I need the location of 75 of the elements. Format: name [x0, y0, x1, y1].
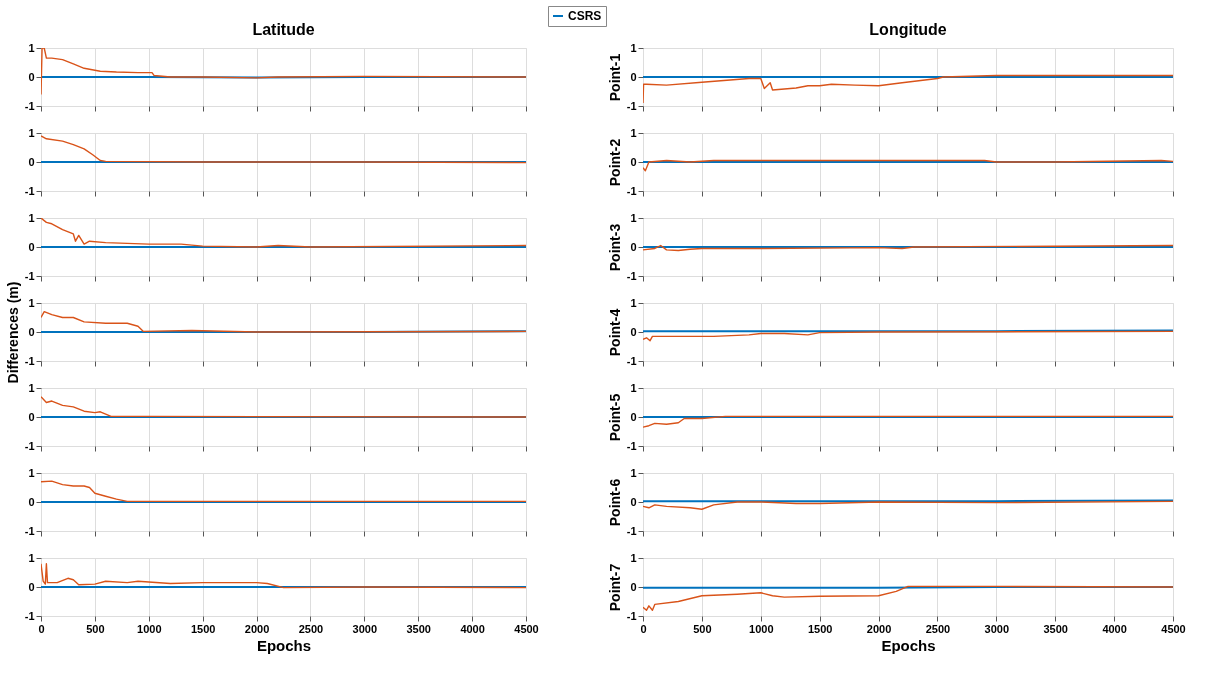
y-tick-label: -1 [626, 99, 637, 112]
y-tick-label: 1 [28, 41, 35, 54]
y-tick-label: -1 [24, 524, 35, 537]
x-tick-label: 2000 [866, 622, 892, 635]
y-tick-label: 0 [630, 325, 637, 338]
y-tick-label: 0 [630, 410, 637, 423]
y-axis-title: Point-2 [606, 138, 623, 187]
x-tick-label: 1000 [749, 622, 774, 635]
x-tick-label: 4500 [514, 622, 539, 635]
y-tick-label: 0 [28, 155, 35, 168]
y-tick-label: 1 [630, 551, 637, 564]
y-tick-label: 0 [630, 155, 637, 168]
x-tick-label: 1500 [190, 622, 216, 635]
x-tick-label: 3000 [984, 622, 1010, 635]
y-tick-label: -1 [24, 184, 35, 197]
y-tick-label: -1 [626, 524, 637, 537]
x-tick-label: 1500 [807, 622, 833, 635]
x-tick-label: 0 [640, 622, 647, 635]
y-tick-label: 1 [630, 381, 637, 394]
y-tick-label: -1 [24, 354, 35, 367]
y-tick-label: 0 [630, 70, 637, 83]
y-axis-title: Point-7 [606, 563, 623, 612]
y-tick-label: -1 [626, 609, 637, 622]
x-tick-label: 4000 [1102, 622, 1127, 635]
x-tick-label: 3500 [1043, 622, 1068, 635]
y-tick-label: 1 [28, 551, 35, 564]
x-axis-title: Epochs [256, 636, 312, 654]
chart-title: Longitude [869, 21, 947, 38]
y-tick-label: 1 [28, 211, 35, 224]
y-tick-label: 0 [630, 580, 637, 593]
y-tick-label: 1 [28, 296, 35, 309]
y-tick-label: 1 [630, 41, 637, 54]
x-tick-label: 4500 [1161, 622, 1186, 635]
x-tick-label: 4000 [460, 622, 485, 635]
y-axis-title: Point-6 [606, 478, 623, 527]
y-tick-label: 0 [28, 70, 35, 83]
x-tick-label: 0 [38, 622, 45, 635]
y-axis-title: Point-4 [606, 308, 623, 357]
y-tick-label: -1 [626, 439, 637, 452]
y-tick-label: 0 [28, 240, 35, 253]
y-tick-label: -1 [626, 354, 637, 367]
y-tick-label: 0 [28, 325, 35, 338]
x-tick-label: 500 [693, 622, 712, 635]
y-tick-label: -1 [24, 609, 35, 622]
y-tick-label: -1 [626, 184, 637, 197]
y-tick-label: -1 [24, 99, 35, 112]
x-axis-title: Epochs [881, 636, 936, 654]
y-tick-label: 1 [28, 466, 35, 479]
x-tick-label: 2500 [925, 622, 951, 635]
legend-label: CSRS [568, 9, 602, 23]
y-tick-label: 0 [28, 580, 35, 593]
y-tick-label: 0 [630, 240, 637, 253]
y-tick-label: -1 [626, 269, 637, 282]
y-tick-label: -1 [24, 439, 35, 452]
y-tick-label: -1 [24, 269, 35, 282]
y-axis-title: Point-1 [606, 53, 623, 102]
y-tick-label: 1 [630, 466, 637, 479]
y-axis-title: Point-3 [606, 223, 623, 272]
x-tick-label: 500 [86, 622, 105, 635]
y-axis-title: Point-5 [606, 393, 623, 442]
y-tick-label: 0 [28, 410, 35, 423]
y-axis-title: Differences (m) [4, 281, 21, 384]
y-tick-label: 1 [28, 126, 35, 139]
x-tick-label: 3000 [352, 622, 378, 635]
y-tick-label: 1 [630, 126, 637, 139]
x-tick-label: 2500 [298, 622, 324, 635]
y-tick-label: 1 [630, 211, 637, 224]
y-tick-label: 1 [630, 296, 637, 309]
y-tick-label: 0 [28, 495, 35, 508]
y-tick-label: 1 [28, 381, 35, 394]
x-tick-label: 2000 [244, 622, 270, 635]
y-tick-label: 0 [630, 495, 637, 508]
x-tick-label: 1000 [137, 622, 162, 635]
x-tick-label: 3500 [406, 622, 431, 635]
chart-title: Latitude [252, 21, 315, 38]
